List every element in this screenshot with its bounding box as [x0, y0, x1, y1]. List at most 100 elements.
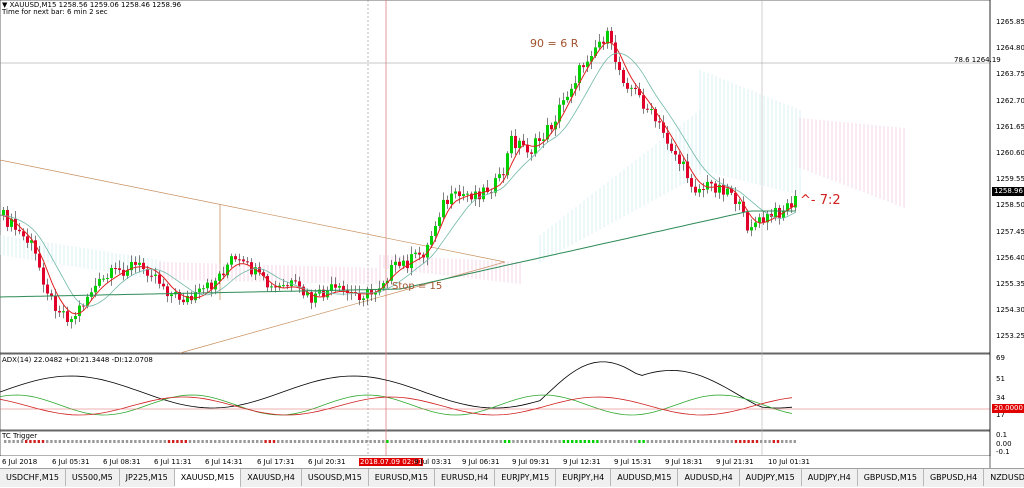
- candle: [562, 100, 565, 105]
- tc-marker: [583, 440, 586, 443]
- tc-marker: [37, 440, 40, 443]
- tc-marker: [529, 440, 532, 443]
- chart-tab[interactable]: EURJPY,M15: [495, 469, 557, 486]
- tc-marker: [20, 440, 24, 443]
- time-label: 6 Jul 14:31: [205, 458, 243, 466]
- chart-tab[interactable]: AUDUSD,H4: [678, 469, 740, 486]
- candle: [618, 61, 621, 70]
- tc-marker: [398, 440, 402, 443]
- price-tick: 1260.60: [996, 149, 1024, 157]
- tc-marker: [487, 440, 490, 443]
- price-tick: 1265.85: [996, 18, 1024, 26]
- tc-tick: 0.00: [996, 440, 1012, 448]
- chart-tab[interactable]: AUDJPY,H4: [802, 469, 858, 486]
- tc-marker: [142, 440, 145, 443]
- chart-tab[interactable]: USOUSD,M15: [302, 469, 369, 486]
- tc-marker: [743, 440, 746, 443]
- tc-marker: [331, 440, 334, 443]
- tc-label: TC Trigger: [2, 432, 38, 440]
- candle: [638, 89, 641, 96]
- candle: [390, 265, 393, 281]
- ma-line: [0, 41, 797, 315]
- tc-marker: [621, 440, 624, 443]
- candle: [238, 259, 241, 261]
- chart-tab[interactable]: EURJPY,H4: [556, 469, 612, 486]
- tc-marker: [613, 440, 616, 443]
- candle: [34, 240, 37, 254]
- tc-marker: [478, 440, 481, 443]
- tc-trigger-arrows: [4, 440, 796, 443]
- tc-marker: [310, 440, 313, 443]
- tc-marker: [394, 440, 397, 443]
- candle: [206, 282, 209, 289]
- tc-marker: [457, 440, 460, 443]
- chart-tab[interactable]: XAUUSD,M15: [174, 469, 242, 488]
- tc-marker: [449, 440, 452, 443]
- candle: [506, 153, 509, 176]
- candle: [158, 274, 161, 284]
- tc-marker: [323, 440, 326, 443]
- time-label: 9 Jul 15:31: [614, 458, 652, 466]
- time-label: 6 Jul 11:31: [154, 458, 192, 466]
- candle: [702, 188, 705, 190]
- tc-marker: [491, 440, 494, 443]
- tc-marker: [188, 440, 192, 443]
- candle: [178, 292, 181, 300]
- chart-tab[interactable]: XAUUSD,H4: [241, 469, 302, 486]
- chart-tab[interactable]: EURUSD,H4: [435, 469, 496, 486]
- tc-marker: [298, 440, 301, 443]
- candle: [342, 285, 345, 291]
- tc-marker: [113, 440, 116, 443]
- tc-tick: -0.1: [996, 448, 1010, 456]
- tc-marker: [281, 440, 284, 443]
- candle: [718, 184, 721, 193]
- tc-marker: [230, 440, 234, 443]
- candle: [266, 276, 269, 288]
- candle: [786, 203, 789, 211]
- tc-marker: [369, 440, 372, 443]
- chart-tab[interactable]: US500,M5: [66, 469, 120, 486]
- candle: [310, 292, 313, 303]
- chart-tab[interactable]: NZDUSD,M15: [984, 469, 1024, 486]
- candle: [530, 152, 533, 154]
- tc-marker: [92, 440, 95, 443]
- chart-tab[interactable]: USDCHF,M15: [0, 469, 66, 486]
- tc-marker: [256, 440, 259, 443]
- candle: [690, 178, 693, 187]
- candle: [550, 125, 553, 130]
- candle: [274, 286, 277, 288]
- time-label: 10 Jul 01:31: [768, 458, 810, 466]
- candle: [306, 292, 309, 296]
- time-label: 6 Jul 17:31: [257, 458, 295, 466]
- candle: [270, 286, 273, 288]
- candle: [214, 280, 217, 290]
- tc-marker: [125, 440, 129, 443]
- adx-tick: 34: [996, 394, 1005, 402]
- tc-marker: [71, 440, 74, 443]
- tc-marker: [684, 440, 687, 443]
- tc-marker: [109, 440, 112, 443]
- tc-marker: [667, 440, 670, 443]
- chart-tab[interactable]: GBPUSD,M15: [858, 469, 924, 486]
- candle: [626, 82, 629, 89]
- candle: [754, 222, 757, 228]
- tc-marker: [785, 440, 788, 443]
- tc-marker: [709, 440, 712, 443]
- chart-tab[interactable]: GBPUSD,H4: [924, 469, 985, 486]
- chart-tab[interactable]: EURUSD,M15: [369, 469, 435, 486]
- candle: [522, 140, 525, 146]
- adx-series: [0, 361, 793, 409]
- candle: [198, 288, 201, 292]
- chart-tab[interactable]: JP225,M15: [120, 469, 175, 486]
- tc-marker: [617, 440, 620, 443]
- candle: [358, 293, 361, 300]
- candle: [242, 259, 245, 262]
- chart-tab[interactable]: AUDUSD,M15: [611, 469, 679, 486]
- tc-marker: [214, 440, 217, 443]
- chart-tab[interactable]: AUDJPY,M15: [740, 469, 802, 486]
- tc-marker: [12, 440, 15, 443]
- tc-marker: [453, 440, 456, 443]
- candle: [410, 254, 413, 269]
- candle: [18, 229, 21, 232]
